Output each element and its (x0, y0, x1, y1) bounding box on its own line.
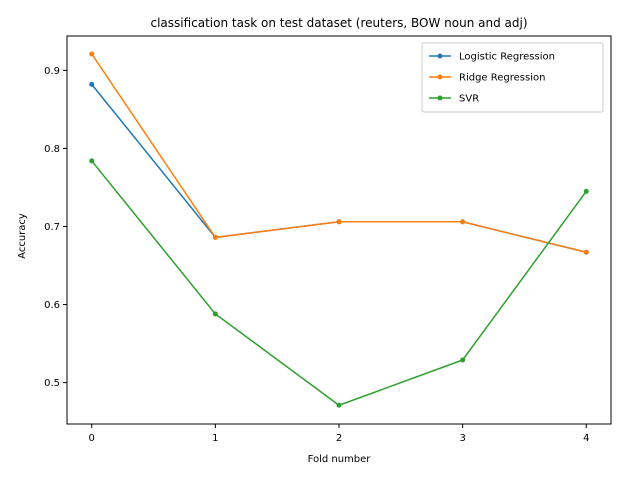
data-point (89, 81, 95, 87)
legend-item: Ridge Regression (429, 73, 545, 84)
x-tick-label: 0 (89, 433, 95, 444)
legend-marker (437, 53, 443, 59)
legend-label: SVR (459, 94, 479, 105)
data-point (212, 311, 218, 317)
y-tick-label: 0.8 (44, 144, 60, 155)
data-point (89, 158, 95, 164)
legend: Logistic Regression Ridge Regression SVR (421, 42, 604, 113)
legend-marker (437, 95, 443, 101)
x-tick-label: 2 (336, 433, 342, 444)
y-tick-label: 0.5 (44, 378, 60, 389)
legend-item: Logistic Regression (429, 52, 555, 63)
y-tick-label: 0.7 (44, 222, 60, 233)
y-tick-label: 0.6 (44, 300, 60, 311)
x-axis: 0 1 2 3 4 (89, 424, 589, 444)
chart-title: classification task on test dataset (reu… (150, 16, 527, 30)
legend-box (421, 42, 604, 113)
series-layer (89, 51, 589, 408)
data-point (460, 357, 466, 363)
data-point (583, 188, 589, 194)
x-axis-label: Fold number (308, 454, 372, 465)
legend-marker (437, 74, 443, 80)
data-point (89, 51, 95, 57)
series-ridge-regression (89, 51, 589, 255)
data-point (336, 402, 342, 408)
data-point (460, 219, 466, 225)
legend-label: Logistic Regression (459, 52, 555, 63)
legend-item: SVR (429, 94, 479, 105)
y-tick-label: 0.9 (44, 66, 60, 77)
x-tick-label: 1 (212, 433, 218, 444)
x-tick-label: 3 (459, 433, 465, 444)
legend-label: Ridge Regression (459, 73, 545, 84)
data-point (212, 234, 218, 240)
series-svr (89, 158, 589, 408)
data-point (336, 219, 342, 225)
y-axis: 0.5 0.6 0.7 0.8 0.9 (44, 66, 67, 389)
x-tick-label: 4 (583, 433, 589, 444)
y-axis-label: Accuracy (17, 213, 28, 259)
data-point (583, 249, 589, 255)
